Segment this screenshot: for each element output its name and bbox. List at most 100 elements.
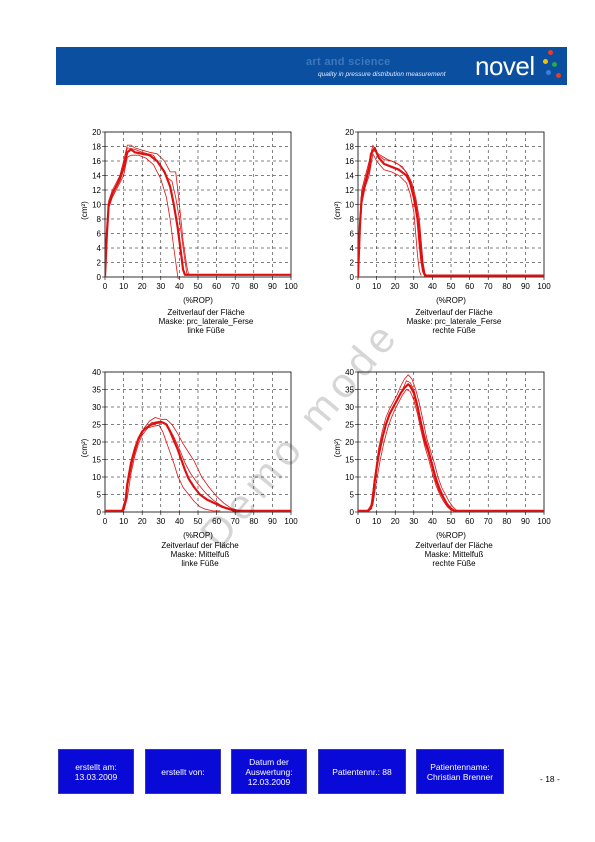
created-on-box: erstellt am: 13.03.2009 [58, 749, 134, 794]
x-tick-label: 20 [391, 282, 400, 291]
x-tick-label: 30 [156, 517, 165, 526]
y-tick-label: 14 [92, 172, 101, 181]
x-tick-label: 50 [447, 282, 456, 291]
series-mean-line [358, 146, 544, 278]
chart-axes: 0 2 4 6 8 10 12 14 16 18 20 0 10 20 30 40 50 60 70 80 90 100 (… [80, 128, 298, 305]
x-tick-label: 10 [372, 517, 381, 526]
y-tick-label: 30 [92, 403, 101, 412]
chart-midfoot-left: 0 5 10 15 20 25 30 35 40 0 10 20 30 40 50 60 70 80 90 100 (%… [80, 368, 298, 540]
caption-midfoot-right: Zeitverlauf der Fläche Maske: Mittelfuß … [354, 541, 554, 568]
caption-line: Maske: prc_laterale_Ferse [158, 317, 254, 326]
y-tick-label: 15 [92, 456, 101, 465]
x-tick-label: 30 [409, 282, 418, 291]
x-tick-label: 90 [268, 517, 277, 526]
series-band-line [105, 147, 189, 278]
series-band-line [358, 149, 426, 278]
chart-midfoot-right: 0 5 10 15 20 25 30 35 40 0 10 20 30 40 50 60 70 80 90 100 (%… [333, 368, 551, 540]
chart-axes: 0 2 4 6 8 10 12 14 16 18 20 0 10 20 30 40 50 60 70 80 90 100 (… [333, 128, 551, 305]
x-tick-label: 20 [138, 517, 147, 526]
caption-line: Zeitverlauf der Fläche [167, 308, 245, 317]
y-tick-label: 8 [350, 215, 355, 224]
x-axis-label: (%ROP) [183, 531, 213, 540]
header-banner: art and science quality in pressure dist… [56, 47, 567, 85]
x-tick-label: 40 [175, 517, 184, 526]
series-band-line [358, 374, 461, 512]
y-tick-label: 18 [92, 143, 101, 152]
y-tick-label: 14 [345, 172, 354, 181]
x-tick-label: 30 [156, 282, 165, 291]
y-tick-label: 2 [350, 259, 355, 268]
x-tick-label: 40 [175, 282, 184, 291]
caption-line: Maske: Mittelfuß [424, 550, 484, 559]
y-tick-label: 4 [97, 244, 102, 253]
page-number: - 18 - [540, 774, 560, 784]
caption-line: Zeitverlauf der Fläche [415, 541, 493, 550]
caption-line: Zeitverlauf der Fläche [161, 541, 239, 550]
x-tick-label: 0 [356, 517, 361, 526]
x-tick-label: 30 [409, 517, 418, 526]
x-tick-label: 60 [212, 517, 221, 526]
patient-number-box: Patientennr.: 88 [318, 749, 406, 794]
x-tick-label: 100 [537, 282, 551, 291]
x-tick-label: 70 [231, 517, 240, 526]
y-tick-label: 35 [92, 386, 101, 395]
y-tick-label: 18 [345, 143, 354, 152]
chart-axes: 0 5 10 15 20 25 30 35 40 0 10 20 30 40 50 60 70 80 90 100 (%… [333, 368, 551, 540]
x-tick-label: 10 [372, 282, 381, 291]
y-tick-label: 16 [92, 157, 101, 166]
x-tick-label: 60 [465, 517, 474, 526]
x-tick-label: 20 [391, 517, 400, 526]
caption-line: Zeitverlauf der Fläche [415, 308, 493, 317]
x-tick-label: 40 [428, 282, 437, 291]
y-axis-label: (cm²) [80, 438, 89, 457]
y-tick-label: 40 [345, 368, 354, 377]
x-tick-label: 70 [484, 517, 493, 526]
caption-lateral-heel-right: Zeitverlauf der Fläche Maske: prc_latera… [354, 308, 554, 335]
y-tick-label: 25 [92, 421, 101, 430]
series-band-line [358, 153, 422, 278]
y-tick-label: 10 [345, 473, 354, 482]
series-band-line [358, 389, 455, 512]
y-tick-label: 6 [350, 230, 355, 239]
series-band-line [358, 380, 455, 512]
x-tick-label: 80 [502, 282, 511, 291]
logo-figure-icon [536, 50, 564, 82]
series-band-line [105, 154, 179, 279]
y-tick-label: 6 [97, 230, 102, 239]
y-axis-label: (cm²) [80, 201, 89, 220]
x-tick-label: 10 [119, 517, 128, 526]
created-by-box: erstellt von: [145, 749, 221, 794]
series-band-line [105, 424, 221, 512]
y-tick-label: 5 [350, 491, 355, 500]
y-tick-label: 10 [345, 201, 354, 210]
caption-line: linke Füße [187, 326, 225, 335]
y-tick-label: 0 [97, 508, 102, 517]
caption-line: rechte Füße [432, 326, 476, 335]
x-tick-label: 0 [103, 517, 108, 526]
y-tick-label: 10 [92, 201, 101, 210]
x-tick-label: 90 [521, 282, 530, 291]
y-tick-label: 4 [350, 244, 355, 253]
series-band-line [105, 144, 291, 278]
x-tick-label: 60 [212, 282, 221, 291]
x-tick-label: 80 [249, 517, 258, 526]
y-tick-label: 35 [345, 386, 354, 395]
y-axis-label: (cm²) [333, 438, 342, 457]
x-tick-label: 100 [537, 517, 551, 526]
caption-line: linke Füße [181, 559, 219, 568]
y-tick-label: 2 [97, 259, 102, 268]
chart-lateral-heel-left: 0 2 4 6 8 10 12 14 16 18 20 0 10 20 30 40 50 60 70 80 90 100 (… [80, 128, 298, 305]
y-tick-label: 20 [92, 438, 101, 447]
y-tick-label: 25 [345, 421, 354, 430]
series-band-line [105, 420, 234, 512]
x-tick-label: 90 [521, 517, 530, 526]
y-tick-label: 0 [97, 273, 102, 282]
y-tick-label: 5 [97, 491, 102, 500]
x-tick-label: 100 [284, 282, 298, 291]
y-tick-label: 8 [97, 215, 102, 224]
x-tick-label: 70 [484, 282, 493, 291]
x-tick-label: 90 [268, 282, 277, 291]
novel-logo: novel [475, 51, 535, 81]
caption-line: Maske: prc_laterale_Ferse [406, 317, 502, 326]
banner-subtitle: quality in pressure distribution measure… [318, 71, 446, 78]
